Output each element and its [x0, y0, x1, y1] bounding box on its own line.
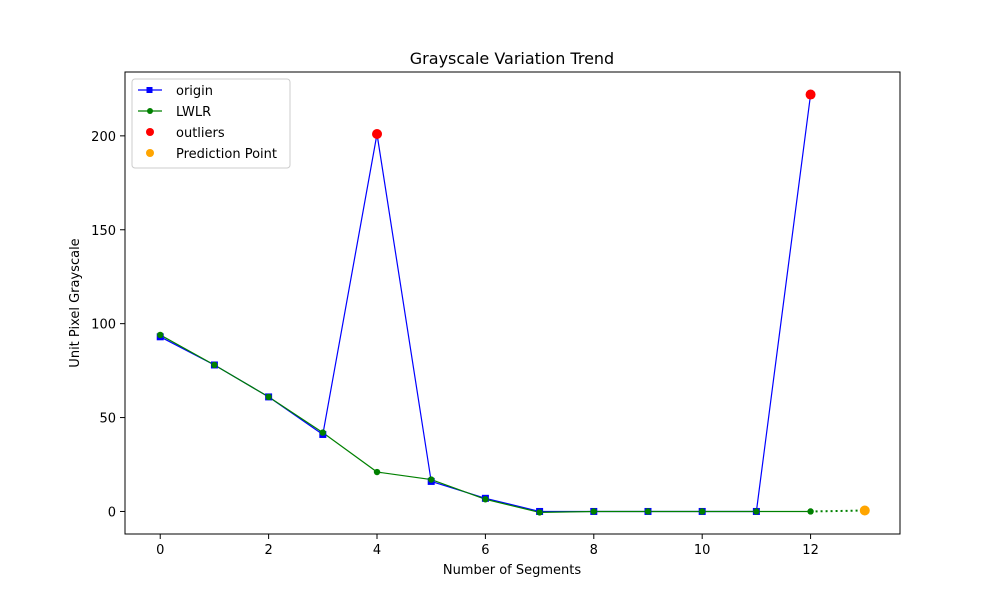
legend-marker-prediction-point [146, 149, 154, 157]
legend-box [131, 78, 291, 169]
y-tick-label: 150 [91, 224, 116, 239]
lwlr-point [482, 496, 489, 503]
y-axis-label: Unit Pixel Grayscale [68, 238, 83, 367]
y-tick-label: 200 [91, 130, 116, 145]
outliers-point [805, 89, 816, 100]
legend-marker-lwlr [147, 108, 153, 114]
legend-marker-origin [146, 87, 153, 93]
lwlr-point [157, 331, 164, 339]
legend: origin LWLR outliers Prediction Point [131, 78, 291, 169]
y-tick-label: 50 [99, 412, 116, 427]
y-tick-label: 0 [108, 505, 116, 520]
lwlr-point [319, 429, 327, 436]
x-tick-label: 12 [802, 543, 819, 558]
legend-label-origin: origin [176, 84, 213, 99]
x-tick-label: 2 [264, 543, 272, 558]
series-layer [156, 89, 870, 516]
legend-label-lwlr: LWLR [176, 105, 211, 120]
x-tick-label: 0 [156, 543, 164, 558]
outliers-point [372, 128, 383, 139]
x-axis: 0 2 4 6 8 10 12 [156, 534, 819, 558]
lwlr-point [536, 509, 543, 516]
legend-label-prediction-point: Prediction Point [176, 147, 277, 162]
lwlr-point [428, 476, 435, 483]
y-tick-label: 100 [91, 318, 116, 333]
lwlr-point [698, 508, 706, 515]
lwlr-point [590, 508, 597, 515]
lwlr-point [753, 508, 760, 515]
x-tick-label: 10 [694, 543, 711, 558]
prediction-point-point [859, 505, 870, 516]
chart-title: Grayscale Variation Trend [410, 49, 614, 68]
legend-label-outliers: outliers [176, 126, 225, 141]
x-tick-label: 4 [373, 543, 381, 558]
x-axis-label: Number of Segments [443, 563, 582, 578]
y-axis: 0 50 100 150 200 [91, 130, 125, 520]
x-tick-label: 6 [481, 543, 489, 558]
lwlr-point [373, 468, 381, 476]
x-tick-label: 8 [590, 543, 598, 558]
prediction-link-line [810, 509, 865, 513]
lwlr-point [211, 361, 218, 369]
lwlr-point [265, 393, 272, 401]
legend-marker-outliers [146, 128, 154, 136]
lwlr-point [644, 508, 652, 515]
lwlr-point [807, 508, 814, 515]
